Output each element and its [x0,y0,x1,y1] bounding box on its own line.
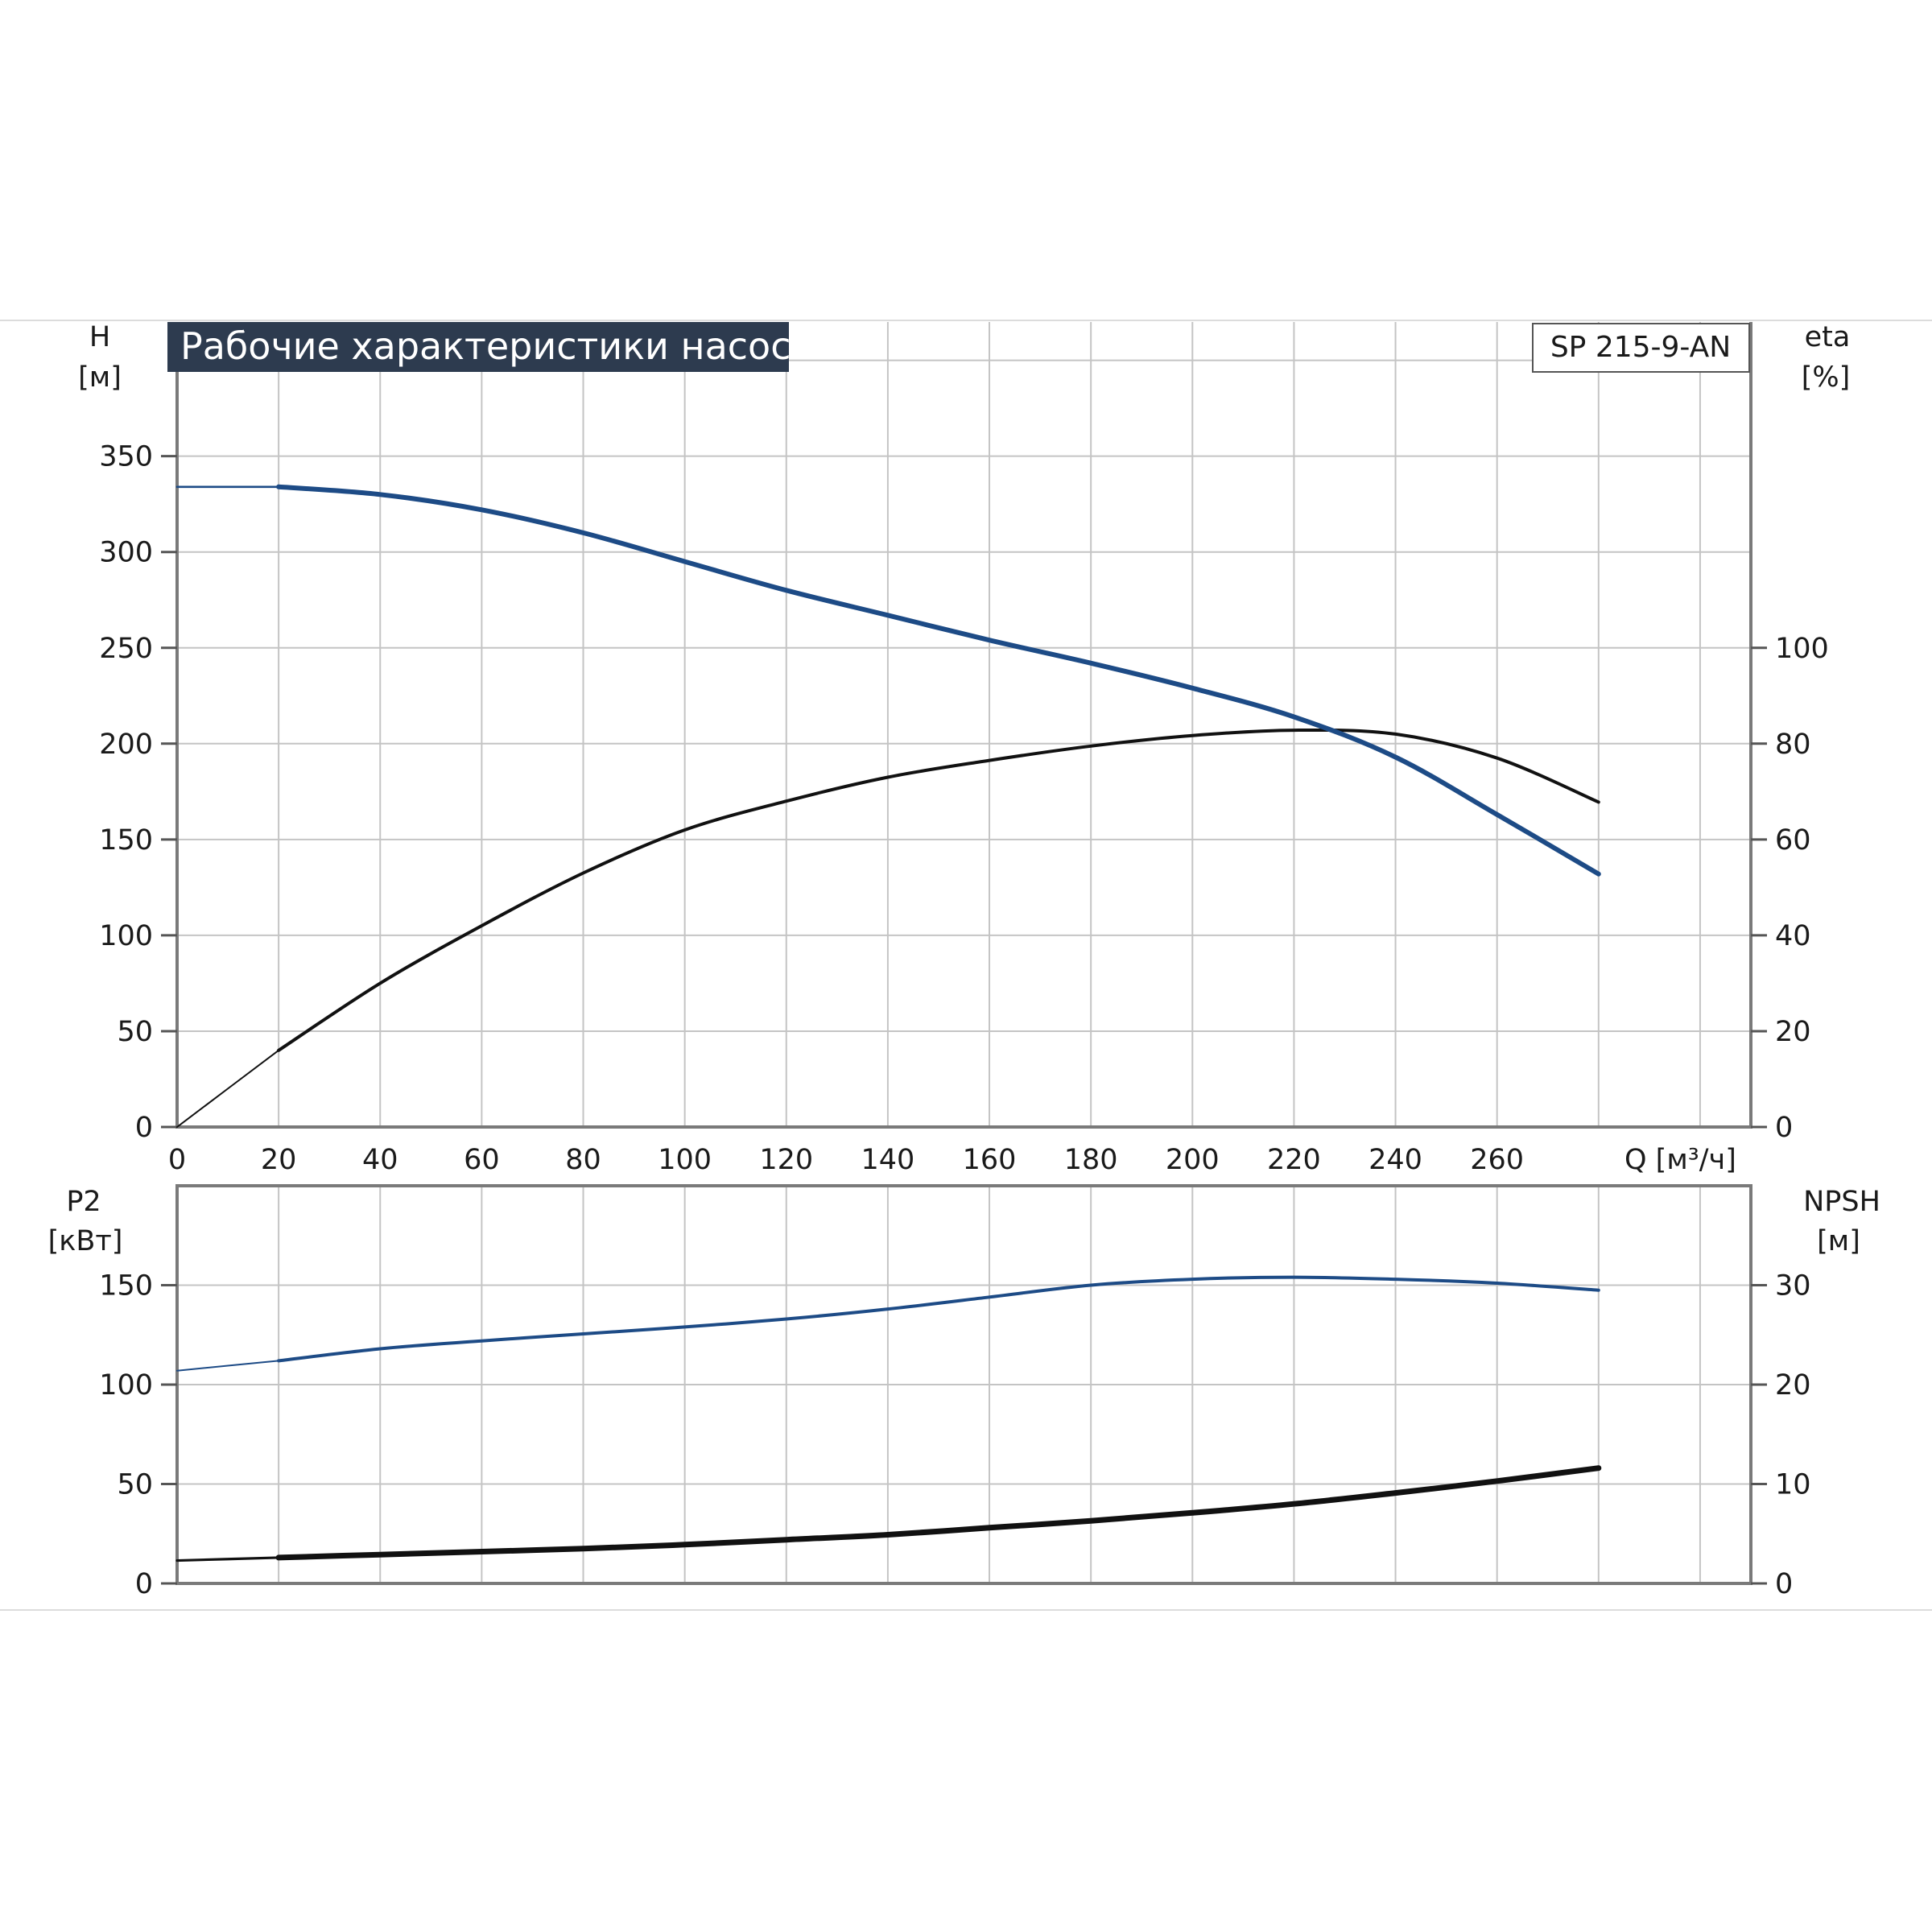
y-axis-right-unit-eta: [%] [1802,361,1851,394]
y-axis-left-unit-h: [м] [78,361,122,394]
eta-curve-lead [176,1049,280,1128]
y-tick-label-right: 60 [1775,824,1811,857]
x-tick-label: 80 [565,1144,601,1176]
x-tick-label: 0 [168,1144,186,1176]
y-tick-label-right: 20 [1775,1369,1811,1402]
x-tick-label: 40 [362,1144,398,1176]
x-tick-label: 220 [1267,1144,1321,1176]
x-tick-label: 160 [963,1144,1017,1176]
x-tick-label: 20 [261,1144,297,1176]
chart-title: Рабочие характеристики насоса [180,324,814,368]
y-tick-label-left: 50 [117,1469,153,1501]
y-tick-label-left: 250 [99,633,153,665]
model-box [1532,323,1750,373]
npsh-curve [275,1465,1602,1561]
y-tick-label-right: 80 [1775,729,1811,761]
y-tick-label-left: 0 [135,1568,153,1600]
x-tick-label: 200 [1166,1144,1220,1176]
x-tick-label: 140 [861,1144,914,1176]
y-tick-label-left: 150 [99,824,153,857]
bottom-grid [177,1186,1751,1583]
x-tick-label: 180 [1064,1144,1118,1176]
y-tick-label-right: 10 [1775,1469,1811,1501]
y-axis-left-title-h: H [89,321,110,353]
top-tick-labels: 0 50 100 150 200 250 300 350 0 20 40 60 80 100 0 20 40 60… [99,441,1829,1176]
x-tick-label: 60 [464,1144,500,1176]
x-tick-label: 240 [1368,1144,1422,1176]
y-tick-label-left: 0 [135,1112,153,1144]
power-p2-curve-lead [176,1360,280,1372]
y-tick-label-left: 200 [99,729,153,761]
model-label: SP 215-9-AN [1550,331,1731,364]
npsh-curve-lead [175,1556,280,1563]
x-axis-title: Q [м³/ч] [1624,1144,1736,1176]
x-tick-label: 100 [658,1144,712,1176]
bottom-tick-labels: 0 50 100 150 0 10 20 30 [99,1270,1810,1601]
y-axis-right-unit-npsh: [м] [1817,1225,1860,1257]
x-tick-label: 120 [759,1144,813,1176]
y-tick-label-right: 20 [1775,1016,1811,1048]
y-tick-label-right: 100 [1775,633,1829,665]
y-tick-label-left: 300 [99,537,153,569]
y-tick-label-right: 0 [1775,1112,1793,1144]
y-tick-label-left: 350 [99,441,153,473]
top-curves [175,484,1601,1128]
head-curve [276,484,1601,877]
y-tick-label-left: 50 [117,1016,153,1048]
bottom-curves [175,1275,1602,1563]
y-axis-left-unit-p2: [кВт] [48,1225,123,1257]
y-axis-right-title-npsh: NPSH [1803,1186,1880,1218]
y-tick-label-right: 30 [1775,1270,1811,1302]
y-tick-label-left: 100 [99,920,153,952]
x-tick-label: 260 [1470,1144,1524,1176]
eta-curve [277,728,1600,1052]
y-tick-label-right: 40 [1775,920,1811,952]
power-p2-curve [277,1275,1600,1363]
y-tick-label-right: 0 [1775,1568,1793,1600]
top-grid [177,322,1751,1127]
title-banner [167,322,789,372]
y-tick-label-left: 150 [99,1270,153,1302]
y-axis-right-title-eta: eta [1805,321,1851,353]
y-axis-left-title-p2: P2 [66,1186,101,1218]
y-tick-label-left: 100 [99,1369,153,1402]
